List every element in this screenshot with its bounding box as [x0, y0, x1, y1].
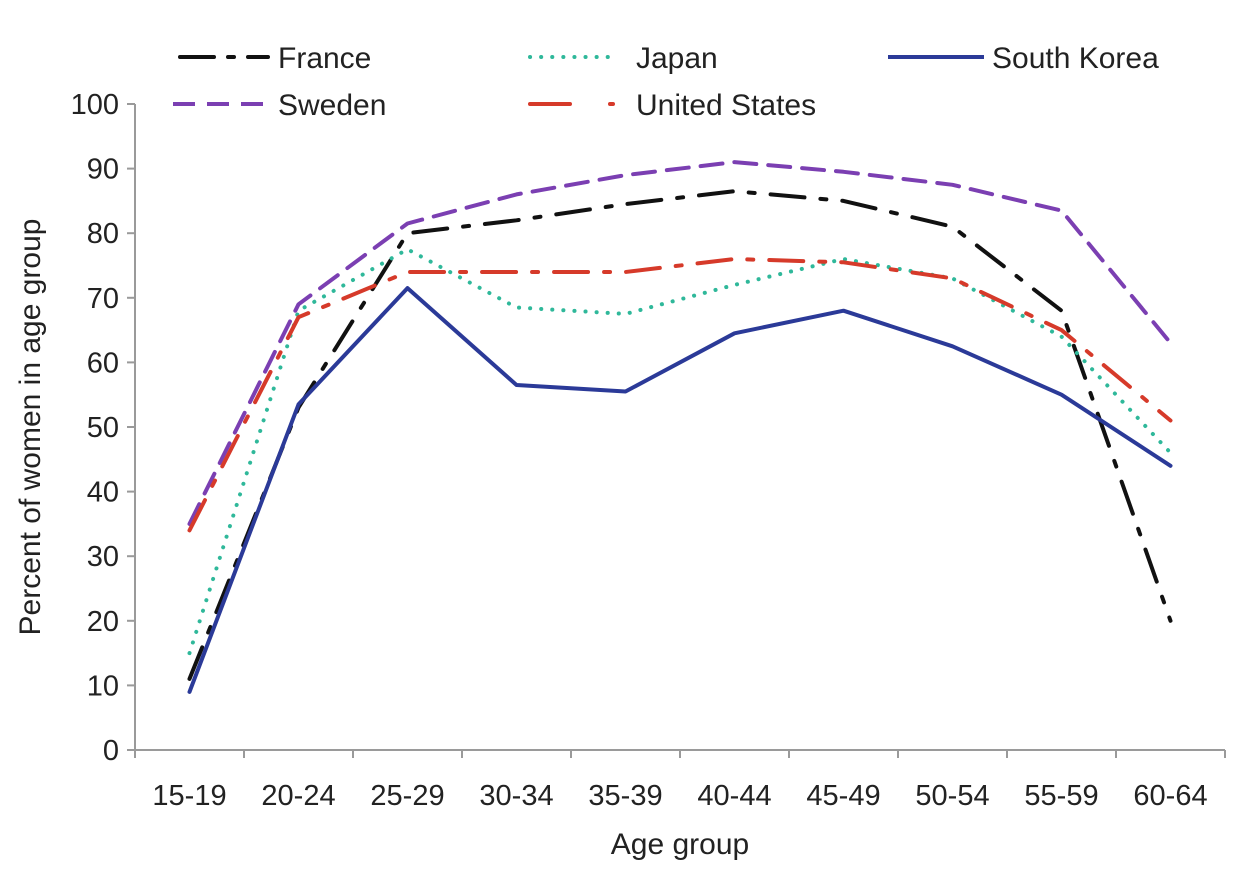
y-tick-label: 10 — [87, 670, 119, 702]
y-tick-label: 40 — [87, 477, 119, 509]
x-tick-label: 30-34 — [479, 780, 553, 812]
legend: France Japan South Korea Sweden United S… — [173, 42, 1159, 122]
series-line-south-korea — [187, 286, 1173, 694]
x-tick-label: 55-59 — [1024, 780, 1098, 812]
x-ticks: 15-19 20-24 25-29 30-34 35-39 40-44 45-49 50-54… — [134, 750, 1226, 812]
series-line-france — [187, 189, 1173, 681]
x-tick-label: 20-24 — [261, 780, 335, 812]
series-lines — [187, 160, 1173, 694]
y-tick-label: 50 — [87, 412, 119, 444]
series-line-united-states — [187, 257, 1173, 533]
y-tick-label: 100 — [71, 89, 119, 121]
y-tick-label: 70 — [87, 283, 119, 315]
x-tick-label: 35-39 — [588, 780, 662, 812]
legend-label-france: France — [278, 42, 371, 75]
y-tick-label: 20 — [87, 606, 119, 638]
x-tick-label: 25-29 — [370, 780, 444, 812]
legend-item-sweden: Sweden — [173, 89, 386, 122]
x-tick-label: 45-49 — [806, 780, 880, 812]
axes — [134, 104, 1225, 751]
x-axis-label: Age group — [611, 828, 749, 861]
legend-label-south-korea: South Korea — [992, 42, 1159, 75]
legend-item-france: France — [178, 42, 371, 75]
legend-item-united-states: United States — [528, 89, 816, 122]
legend-item-south-korea: South Korea — [888, 42, 1159, 75]
x-tick-label: 50-54 — [915, 780, 989, 812]
series-line-sweden — [187, 160, 1173, 526]
series-line-japan — [187, 247, 1173, 656]
y-axis-label: Percent of women in age group — [14, 219, 47, 636]
x-tick-label: 40-44 — [697, 780, 771, 812]
y-tick-label: 30 — [87, 541, 119, 573]
y-tick-label: 0 — [103, 735, 119, 767]
legend-label-japan: Japan — [636, 42, 718, 75]
y-tick-label: 90 — [87, 154, 119, 186]
legend-item-japan: Japan — [528, 42, 718, 75]
y-ticks: 0 10 20 30 40 50 60 70 80 90 100 — [71, 89, 135, 767]
legend-label-sweden: Sweden — [278, 89, 386, 122]
x-tick-label: 60-64 — [1133, 780, 1207, 812]
y-tick-label: 60 — [87, 347, 119, 379]
legend-label-united-states: United States — [636, 89, 816, 122]
x-tick-label: 15-19 — [152, 780, 226, 812]
y-tick-label: 80 — [87, 218, 119, 250]
